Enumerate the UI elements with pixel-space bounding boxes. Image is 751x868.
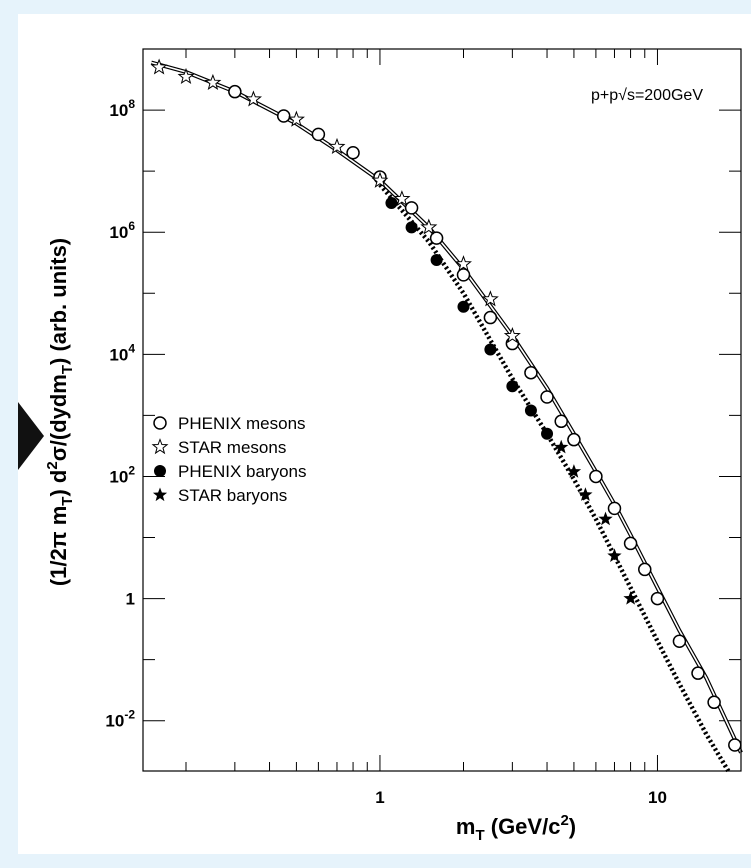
star-mesons-point: [393, 190, 411, 207]
phenix-mesons-point: [650, 591, 665, 606]
phenix-mesons-point: [346, 145, 360, 160]
phenix-mesons-point: [540, 390, 554, 404]
star-mesons-point: [204, 73, 222, 90]
legend-label: STAR baryons: [178, 486, 287, 505]
phenix-mesons-point: [567, 432, 581, 447]
tick-marks: [143, 48, 742, 771]
phenix-mesons-point: [607, 501, 622, 516]
phenix-mesons-point: [691, 666, 705, 680]
phenix-baryons-point: [430, 254, 443, 267]
fit-curve-dotted: [378, 183, 731, 773]
phenix-baryons-point: [524, 404, 537, 417]
phenix-mesons-point: [623, 536, 638, 551]
y-tick-label: 102: [109, 463, 135, 486]
phenix-mesons-point: [638, 562, 652, 577]
y-tick-label: 10-2: [105, 708, 135, 731]
star-mesons-point: [328, 137, 346, 155]
phenix-mesons-point: [404, 201, 419, 215]
star-mesons-point: [371, 171, 389, 188]
phenix-mesons-point: [728, 738, 742, 752]
energy-annotation: p+p√s=200GeV: [591, 87, 703, 104]
phenix-mesons-point: [311, 127, 326, 142]
plot-frame: [142, 48, 742, 772]
star-mesons-point: [177, 67, 195, 85]
y-axis-title: (1/2π mT) d2σ/(dydmT) (arb. units): [44, 238, 76, 586]
legend-marker: [153, 416, 167, 430]
phenix-mesons-point: [456, 268, 471, 282]
legend-marker: [151, 438, 169, 455]
star-mesons-point: [244, 90, 262, 107]
x-tick-label: 1: [375, 788, 384, 807]
x-tick-label: 10: [648, 788, 667, 807]
phenix-baryons-point: [541, 427, 554, 440]
x-axis-title: mT (GeV/c2): [456, 812, 576, 844]
legend: PHENIX mesons STAR mesons PHENIX baryons ST…: [151, 414, 307, 505]
star-baryons-point: [578, 487, 593, 501]
phenix-baryons-point: [385, 197, 398, 210]
legend-label: PHENIX mesons: [178, 414, 306, 433]
y-tick-label: 1: [126, 590, 135, 609]
fit-curve-solid-core: [151, 61, 742, 753]
star-baryons-point: [623, 591, 638, 605]
star-mesons-point: [287, 110, 305, 127]
phenix-baryons-point: [506, 380, 519, 393]
fit-curve-solid: [150, 60, 743, 754]
star-baryons-point: [598, 511, 613, 526]
figure-panel: 1 10 10-2 1 102 104 106 108 PHENIX mesons STAR …: [18, 14, 751, 854]
legend-marker: [154, 465, 166, 477]
data-points: [150, 58, 742, 752]
x-tick-labels: 1 10: [375, 788, 667, 807]
y-tick-label: 106: [109, 219, 135, 242]
navigation-arrow-icon: [18, 402, 44, 470]
phenix-mesons-point: [524, 365, 538, 380]
phenix-baryons-point: [457, 300, 470, 313]
phenix-mesons-point: [589, 469, 603, 484]
y-tick-labels: 10-2 1 102 104 106 108: [105, 97, 135, 731]
phenix-baryons-point: [484, 343, 497, 356]
star-baryons-point: [554, 439, 569, 454]
star-mesons-point: [503, 326, 521, 344]
legend-marker: [152, 487, 168, 502]
phenix-mesons-point: [707, 695, 721, 710]
y-tick-label: 104: [109, 341, 135, 364]
phenix-mesons-point: [228, 84, 242, 99]
star-mesons-point: [150, 58, 168, 75]
legend-label: PHENIX baryons: [178, 462, 307, 481]
phenix-baryons-point: [405, 221, 418, 234]
phenix-mesons-point: [483, 310, 498, 325]
phenix-mesons-point: [672, 634, 687, 648]
phenix-mesons-point: [554, 414, 568, 429]
star-mesons-point: [481, 290, 499, 307]
star-baryons-point: [566, 464, 582, 478]
star-baryons-point: [607, 548, 622, 562]
y-tick-label: 108: [109, 97, 135, 120]
phenix-mesons-point: [276, 109, 291, 123]
spectrum-chart: 1 10 10-2 1 102 104 106 108 PHENIX mesons STAR …: [44, 48, 743, 844]
legend-label: STAR mesons: [178, 438, 286, 457]
phenix-mesons-point: [429, 231, 444, 245]
star-mesons-point: [455, 255, 472, 272]
star-mesons-point: [420, 218, 438, 235]
